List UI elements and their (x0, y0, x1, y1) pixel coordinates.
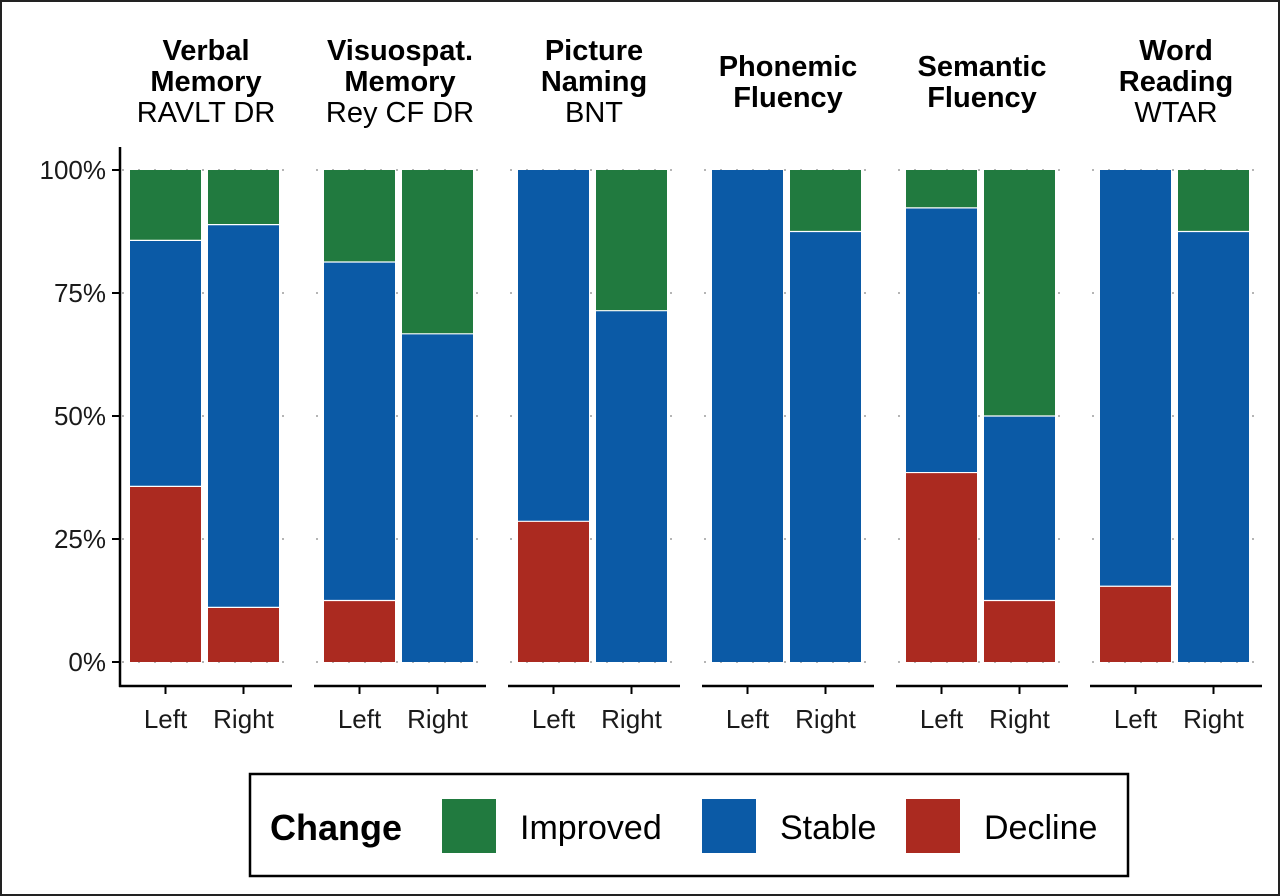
y-tick-label: 50% (54, 401, 106, 431)
legend-label-stable: Stable (780, 809, 876, 847)
bar-segment-stable (596, 310, 667, 662)
bar-segment-improved (208, 170, 279, 225)
legend-label-decline: Decline (984, 809, 1097, 847)
legend-box (248, 772, 1130, 878)
y-tick-label: 100% (40, 155, 107, 185)
x-tick-label: Right (213, 704, 274, 734)
bar-segment-improved (130, 170, 201, 241)
bar-segment-decline (324, 600, 395, 662)
panel-title: Picture (545, 35, 643, 67)
bar-segment-decline (906, 472, 977, 662)
panel-title: Naming (541, 66, 647, 98)
panel-subtitle: Rey CF DR (326, 97, 474, 129)
panel-title: Phonemic (719, 51, 858, 83)
bar-segment-decline (518, 521, 589, 662)
panel-title: Reading (1119, 66, 1233, 98)
y-tick-label: 75% (54, 278, 106, 308)
x-tick-label: Left (920, 704, 964, 734)
x-tick-label: Right (407, 704, 468, 734)
bar-segment-decline (130, 486, 201, 662)
legend-title: Change (270, 807, 402, 848)
bar-segment-improved (596, 170, 667, 311)
bar-segment-improved (984, 170, 1055, 416)
x-tick-label: Right (601, 704, 662, 734)
y-tick-label: 25% (54, 524, 106, 554)
bar-segment-stable (906, 207, 977, 473)
bar-segment-stable (130, 240, 201, 487)
panel-title: Word (1139, 35, 1213, 67)
panel-subtitle: RAVLT DR (137, 97, 276, 129)
bar-segment-improved (324, 170, 395, 263)
bar-segment-stable (790, 231, 861, 662)
legend-swatch-improved (442, 799, 496, 853)
panel-title: Verbal (162, 35, 249, 67)
bar-segment-decline (208, 607, 279, 662)
y-tick-label: 0% (68, 647, 106, 677)
bar-segment-stable (402, 333, 473, 662)
x-tick-label: Left (1114, 704, 1158, 734)
legend-swatch-decline (906, 799, 960, 853)
bar-segment-stable (984, 416, 1055, 601)
legend-label-improved: Improved (520, 809, 662, 847)
bar-segment-stable (208, 224, 279, 608)
x-tick-label: Left (338, 704, 382, 734)
x-tick-label: Right (1183, 704, 1244, 734)
bar-segment-stable (1178, 231, 1249, 662)
bar-segment-decline (984, 600, 1055, 662)
bar-segment-improved (790, 170, 861, 232)
panel-subtitle: BNT (565, 97, 623, 129)
bar-segment-improved (906, 170, 977, 208)
x-tick-label: Left (726, 704, 770, 734)
panel-title: Semantic (918, 51, 1047, 83)
bar-segment-stable (1100, 170, 1171, 587)
bar-segment-stable (518, 170, 589, 522)
x-tick-label: Right (795, 704, 856, 734)
panel-title: Fluency (927, 82, 1037, 114)
bar-segment-improved (402, 170, 473, 334)
bar-segment-improved (1178, 170, 1249, 232)
panel-title: Visuospat. (327, 35, 473, 67)
x-tick-label: Right (989, 704, 1050, 734)
panel-title: Memory (344, 66, 455, 98)
panel-title: Fluency (733, 82, 843, 114)
x-tick-label: Left (144, 704, 188, 734)
bar-segment-stable (324, 262, 395, 601)
panel-subtitle: WTAR (1134, 97, 1217, 129)
panel-title: Memory (150, 66, 261, 98)
bar-segment-decline (1100, 586, 1171, 662)
legend-swatch-stable (702, 799, 756, 853)
x-tick-label: Left (532, 704, 576, 734)
bar-segment-stable (712, 170, 783, 662)
